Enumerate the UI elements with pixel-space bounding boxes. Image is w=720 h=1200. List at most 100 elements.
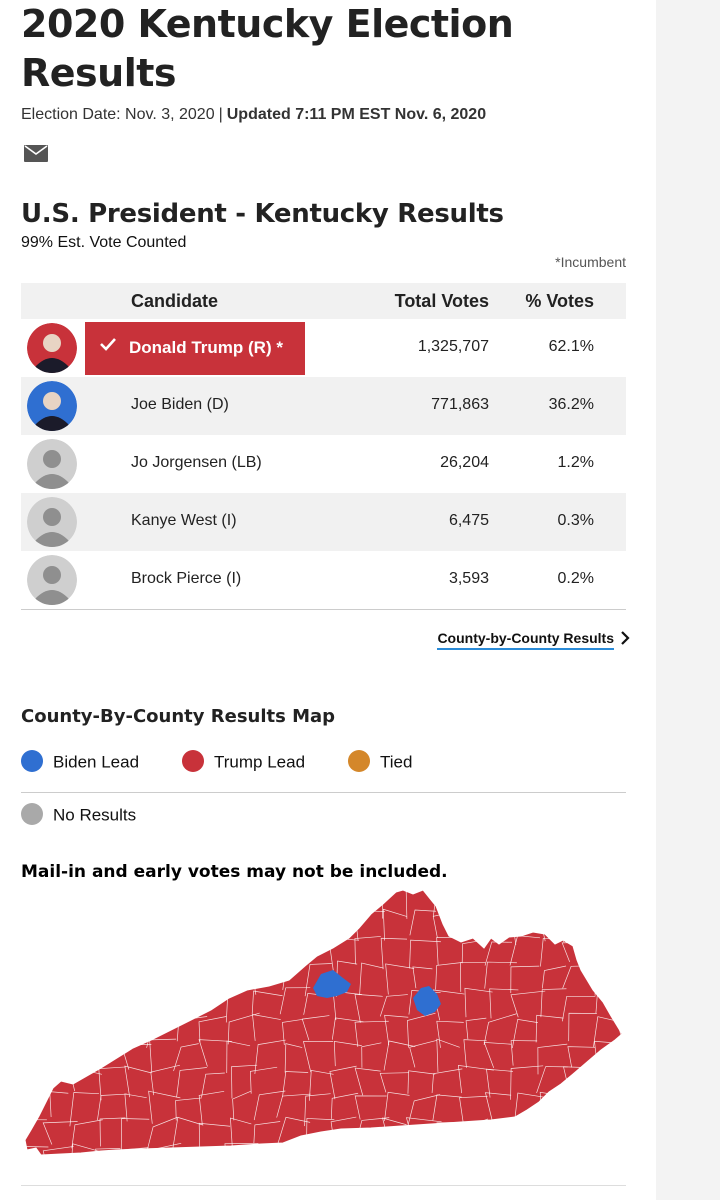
candidate-column-header: Candidate <box>131 291 219 311</box>
county-border <box>72 912 100 940</box>
mail-icon[interactable] <box>24 145 48 162</box>
county-border <box>484 961 517 989</box>
no-results-dot <box>21 803 43 825</box>
county-border <box>46 943 73 962</box>
election-date: Election Date: Nov. 3, 2020 <box>21 106 215 123</box>
county-border <box>249 1148 282 1155</box>
county-border <box>230 1117 252 1149</box>
county-border <box>484 1092 512 1125</box>
county-border <box>618 1095 622 1121</box>
county-border <box>279 987 311 1015</box>
county-border <box>540 1121 569 1151</box>
county-border <box>593 912 618 941</box>
county-border <box>330 890 363 918</box>
county-border <box>485 890 513 910</box>
candidate-avatar <box>27 439 77 489</box>
county-border <box>120 1118 150 1153</box>
county-border <box>412 966 433 989</box>
county-border <box>255 937 277 962</box>
county-border <box>489 988 519 1019</box>
county-border <box>461 1147 486 1155</box>
county-border <box>253 1090 286 1121</box>
county-border <box>69 1015 98 1041</box>
county-border <box>563 890 596 910</box>
county-border <box>407 1012 436 1048</box>
county-border <box>226 1040 251 1074</box>
county-border <box>231 1064 258 1099</box>
candidate-total-votes: 26,204 <box>440 454 489 471</box>
biden-county-fayette[interactable] <box>413 986 441 1016</box>
county-border <box>175 890 200 913</box>
county-border <box>303 916 332 940</box>
county-border <box>276 1093 311 1118</box>
county-border <box>282 1018 303 1046</box>
county-border <box>538 1143 569 1155</box>
legend-biden-label: Biden Lead <box>53 752 140 772</box>
county-border <box>176 909 208 939</box>
county-border <box>333 1040 362 1067</box>
county-border <box>510 1123 546 1149</box>
trump-dot <box>182 750 204 772</box>
county-border <box>309 1070 334 1101</box>
county-border <box>203 1147 233 1155</box>
county-border <box>567 1046 596 1068</box>
county-border <box>124 912 155 943</box>
county-results-link-label: County-by-County Results <box>437 630 614 650</box>
county-border <box>379 994 408 1017</box>
county-border <box>510 1040 538 1066</box>
county-border <box>224 912 255 937</box>
county-border <box>25 966 48 994</box>
county-border <box>536 1066 568 1094</box>
county-border <box>198 1039 233 1067</box>
county-border <box>282 1071 309 1097</box>
county-border <box>461 1118 489 1144</box>
legend-biden: Biden Lead <box>21 750 140 774</box>
map-county-fill <box>25 890 622 1155</box>
county-results-link[interactable]: County-by-County Results <box>437 630 630 650</box>
county-border <box>510 965 540 994</box>
county-border <box>71 1119 103 1149</box>
county-border <box>122 936 151 967</box>
incumbent-note: *Incumbent <box>555 254 626 270</box>
county-border <box>101 987 122 1022</box>
candidate-pct-votes: 0.3% <box>557 512 594 529</box>
county-border <box>48 1017 71 1045</box>
county-border <box>148 1090 181 1124</box>
county-border <box>25 936 43 971</box>
candidate-total-votes: 771,863 <box>431 396 489 413</box>
county-border <box>433 1143 461 1155</box>
county-border <box>380 937 408 970</box>
winner-badge: Donald Trump (R) * <box>85 322 305 375</box>
candidate-name: Donald Trump (R) * <box>129 338 283 357</box>
candidate-pct-votes: 62.1% <box>548 338 594 355</box>
county-border <box>514 1092 546 1121</box>
county-border <box>301 1015 330 1041</box>
county-border <box>25 1017 48 1040</box>
candidate-name: Brock Pierce (I) <box>131 570 242 587</box>
county-border <box>93 1014 123 1041</box>
legend-trump: Trump Lead <box>182 750 305 774</box>
county-border <box>488 1149 518 1155</box>
county-border <box>205 913 230 943</box>
county-border <box>569 1146 595 1155</box>
county-border <box>594 967 616 996</box>
biden-county-jefferson[interactable] <box>313 970 351 998</box>
total-votes-column-header: Total Votes <box>394 291 489 311</box>
county-border <box>25 1146 49 1155</box>
county-border <box>95 964 127 989</box>
county-border <box>250 1066 278 1094</box>
table-body: Donald Trump (R) * 1,325,707 62.1% Joe Bide… <box>21 319 626 610</box>
county-border <box>615 1143 622 1155</box>
legend-no-results-label: No Results <box>53 805 137 825</box>
county-border <box>354 993 383 1023</box>
county-border <box>198 891 227 912</box>
legend-tied: Tied <box>348 750 412 774</box>
county-border <box>407 1070 436 1094</box>
kentucky-county-map[interactable] <box>21 888 626 1163</box>
county-border <box>150 936 178 962</box>
table-row: Donald Trump (R) * 1,325,707 62.1% <box>21 319 626 377</box>
candidate-name: Kanye West (I) <box>131 512 237 529</box>
person-silhouette-icon <box>27 323 77 373</box>
county-border <box>230 963 259 988</box>
county-border <box>463 1039 487 1068</box>
